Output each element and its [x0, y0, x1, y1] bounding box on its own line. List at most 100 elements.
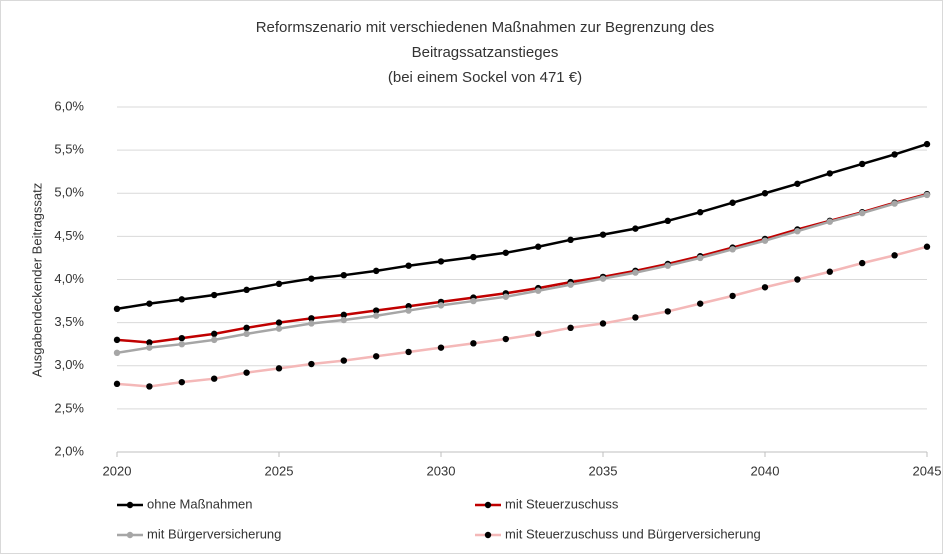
point	[470, 340, 477, 347]
point	[697, 254, 704, 262]
point	[373, 307, 380, 314]
point	[211, 291, 218, 299]
point	[340, 357, 347, 364]
point	[729, 199, 736, 206]
point	[437, 258, 445, 265]
point	[308, 315, 315, 322]
y-tick-label: 6,0%	[54, 98, 84, 113]
y-tick-label: 4,0%	[54, 271, 84, 286]
point	[729, 292, 736, 300]
point	[567, 324, 574, 331]
point	[697, 300, 704, 307]
point	[146, 344, 153, 351]
point	[308, 360, 315, 368]
point	[891, 252, 898, 259]
point	[599, 275, 607, 282]
point	[761, 237, 769, 244]
point	[340, 311, 347, 319]
point	[859, 160, 866, 168]
y-tick-label: 5,5%	[54, 142, 84, 157]
chart-title: Beitragssatzanstieges	[412, 44, 559, 61]
point	[437, 344, 445, 351]
legend-marker	[126, 531, 134, 539]
point	[761, 190, 769, 197]
legend-label: mit Bürgerversicherung	[147, 526, 281, 541]
point	[243, 324, 250, 331]
point	[373, 267, 380, 275]
point	[502, 249, 509, 256]
point	[113, 349, 121, 357]
point	[599, 320, 607, 327]
x-tick-label: 2045	[913, 463, 942, 478]
point	[308, 320, 315, 327]
point	[146, 339, 153, 346]
point	[567, 236, 574, 244]
point	[308, 275, 315, 282]
point	[891, 200, 898, 207]
point	[178, 334, 185, 342]
point	[502, 335, 509, 343]
point	[535, 287, 542, 294]
point	[826, 170, 833, 177]
point	[664, 308, 671, 315]
point	[535, 243, 542, 250]
point	[729, 246, 736, 253]
point	[146, 300, 153, 307]
point	[535, 330, 542, 338]
point	[859, 209, 866, 217]
point	[275, 280, 283, 288]
x-tick-label: 2040	[751, 463, 780, 478]
series-line	[116, 193, 928, 355]
point	[437, 302, 445, 309]
x-tick-label: 2030	[427, 463, 456, 478]
point	[178, 378, 185, 386]
point	[340, 271, 347, 279]
y-tick-label: 3,0%	[54, 357, 84, 372]
point	[632, 269, 639, 276]
point	[113, 336, 121, 344]
y-tick-label: 2,0%	[54, 443, 84, 458]
point	[275, 325, 283, 332]
legend-marker	[484, 501, 492, 509]
point	[405, 348, 412, 356]
point	[794, 228, 801, 235]
point	[243, 369, 250, 376]
point	[243, 286, 250, 294]
series-line	[116, 192, 928, 344]
point	[923, 140, 931, 148]
y-tick-label: 2,5%	[54, 400, 84, 415]
point	[632, 225, 639, 232]
point	[826, 218, 833, 225]
legend-marker	[484, 531, 492, 539]
point	[794, 180, 801, 187]
chart-subtitle: (bei einem Sockel von 471 €)	[388, 69, 582, 86]
point	[243, 330, 250, 338]
point	[664, 217, 671, 225]
point	[923, 243, 931, 250]
point	[275, 319, 283, 326]
point	[178, 340, 185, 348]
y-tick-label: 5,0%	[54, 185, 84, 200]
x-tick-label: 2020	[103, 463, 132, 478]
point	[826, 268, 833, 275]
y-tick-label: 3,5%	[54, 314, 84, 329]
chart-title: Reformszenario mit verschiedenen Maßnahm…	[256, 19, 715, 36]
point	[470, 297, 477, 305]
x-tick-label: 2035	[589, 463, 618, 478]
point	[211, 330, 218, 338]
legend-marker	[126, 501, 134, 509]
point	[697, 209, 704, 216]
y-tick-label: 4,5%	[54, 228, 84, 243]
y-axis-label: Ausgabendeckender Beitragssatz	[29, 183, 44, 377]
point	[470, 253, 477, 261]
series-line	[116, 142, 928, 311]
point	[891, 151, 898, 158]
legend-label: mit Steuerzuschuss und Bürgerversicherun…	[505, 526, 761, 541]
point	[502, 293, 509, 300]
point	[373, 353, 380, 360]
point	[859, 259, 866, 267]
point	[405, 262, 412, 269]
point	[211, 336, 218, 344]
